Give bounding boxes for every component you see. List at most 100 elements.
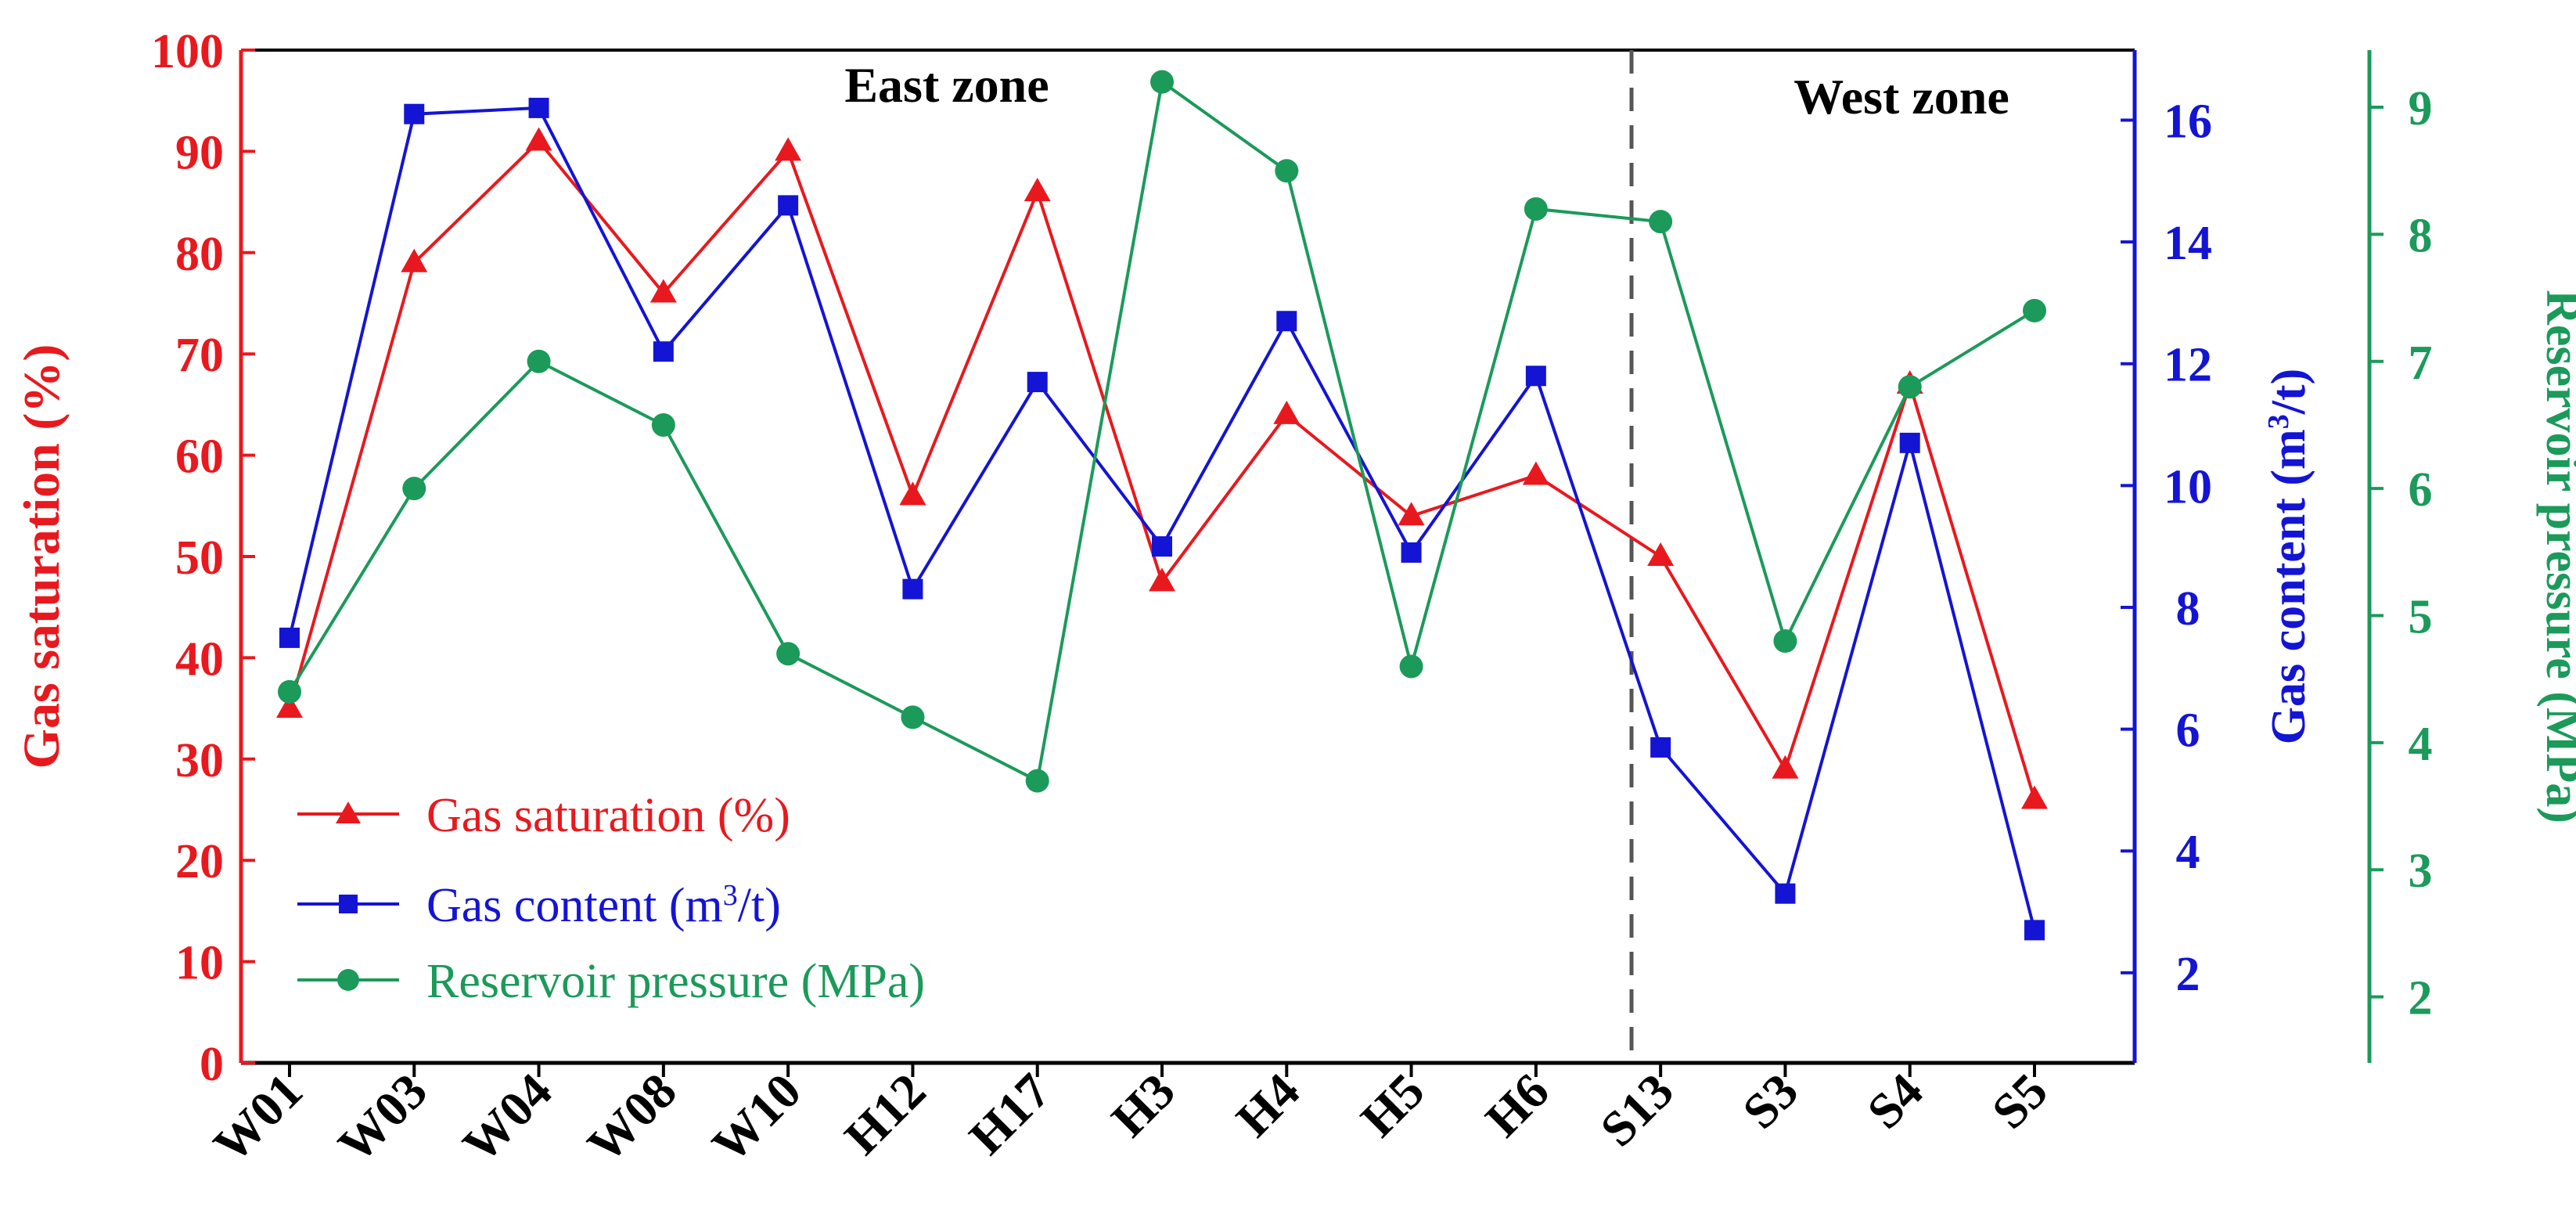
legend-item-content: Gas content (m3/t): [297, 879, 781, 932]
saturation-point: [1772, 755, 1799, 779]
legend-item-saturation: Gas saturation (%): [297, 789, 790, 842]
legend-circle-marker: [337, 969, 359, 991]
pressure-point: [2023, 298, 2046, 322]
gas-content-point: [1276, 311, 1297, 332]
pressure-point: [1898, 375, 1922, 399]
x-tick-label: W10: [701, 1063, 811, 1173]
pressure-point: [1399, 654, 1423, 679]
right1-tick-label: 2: [2176, 948, 2200, 1001]
gas-content-point: [1525, 366, 1546, 387]
saturation-point: [1522, 461, 1549, 485]
saturation-point: [276, 694, 303, 719]
pressure-point: [1524, 196, 1548, 221]
right1-title-main: Gas content (m: [2262, 429, 2315, 744]
series-line-circle: [288, 79, 2036, 783]
pressure-point: [278, 679, 301, 704]
x-tick-label: W04: [452, 1063, 563, 1173]
legend: Gas saturation (%) Gas content (m3/t) Re…: [297, 789, 925, 1008]
left-tick-label: 40: [175, 632, 224, 686]
saturation-point: [525, 127, 552, 151]
west-zone-label: West zone: [1793, 69, 2009, 124]
pressure-point: [1275, 159, 1299, 183]
left-axis-title: Gas saturation (%): [13, 344, 70, 769]
x-tick-label: W08: [577, 1063, 687, 1173]
right2-tick-label: 5: [2409, 590, 2433, 643]
gas-content-point: [1027, 372, 1048, 393]
right1-title-tail: /t): [2262, 369, 2315, 416]
pressure-point: [651, 412, 675, 437]
right1-title-sup: 3: [2262, 414, 2295, 429]
right2-tick-label: 7: [2409, 337, 2433, 390]
right1-tick-label: 8: [2176, 582, 2200, 636]
left-tick-label: 30: [175, 734, 224, 787]
left-tick-label: 100: [151, 25, 224, 78]
gas-content-point: [1401, 542, 1422, 563]
pressure-point: [402, 477, 426, 501]
left-tick-label: 10: [175, 937, 224, 990]
saturation-point: [1647, 542, 1675, 566]
pressure-point: [527, 349, 551, 373]
pressure-point: [776, 642, 801, 666]
saturation-point: [2021, 785, 2048, 809]
right1-tick-label: 12: [2164, 339, 2212, 392]
left-tick-label: 0: [200, 1038, 224, 1091]
left-tick-label: 90: [175, 126, 224, 179]
left-tick-label: 60: [175, 430, 224, 484]
saturation-point: [775, 137, 802, 161]
right1-tick-label: 16: [2164, 95, 2212, 148]
x-tick-label: H12: [834, 1063, 937, 1165]
saturation-point: [401, 248, 428, 272]
gas-content-point: [653, 341, 674, 362]
right1-tick-label: 6: [2176, 704, 2200, 758]
x-tick-label: S4: [1857, 1063, 1934, 1140]
right2-tick-label: 9: [2409, 82, 2433, 135]
right2-tick-label: 2: [2409, 972, 2433, 1025]
saturation-point: [1398, 502, 1425, 526]
saturation-point: [899, 481, 926, 506]
pressure-point: [901, 705, 925, 729]
gas-content-point: [1650, 737, 1671, 758]
gas-content-point: [2024, 920, 2045, 941]
x-tick-label: S3: [1732, 1063, 1808, 1140]
right2-tick-label: 3: [2409, 845, 2433, 898]
x-tick-label: H6: [1475, 1063, 1560, 1147]
right2-tick-label: 6: [2409, 463, 2433, 517]
x-tick-label: W03: [327, 1063, 437, 1173]
east-zone-label: East zone: [844, 57, 1049, 113]
saturation-point: [1149, 567, 1175, 592]
legend-text-pressure: Reservoir pressure (MPa): [426, 955, 925, 1008]
x-tick-label: H4: [1225, 1063, 1310, 1147]
saturation-point: [649, 279, 677, 303]
legend-text-content: Gas content (m3/t): [426, 879, 781, 932]
left-tick-label: 20: [175, 835, 224, 888]
x-tick-label: H17: [959, 1063, 1061, 1165]
right1-axis-title: Gas content (m3/t): [2262, 369, 2315, 744]
gas-content-point: [279, 627, 300, 648]
legend-text-saturation: Gas saturation (%): [426, 789, 790, 842]
right1-tick-label: 14: [2164, 217, 2212, 270]
legend-item-pressure: Reservoir pressure (MPa): [297, 955, 925, 1008]
right2-tick-label: 4: [2409, 718, 2433, 771]
legend-triangle-marker: [336, 801, 361, 823]
pressure-point: [1773, 629, 1797, 653]
saturation-point: [1273, 400, 1301, 424]
x-tick-label: H5: [1350, 1063, 1434, 1147]
gas-content-point: [1899, 432, 1920, 453]
gas-content-point: [1152, 536, 1172, 557]
right1-tick-label: 10: [2164, 460, 2212, 513]
x-tick-label: S5: [1981, 1063, 2058, 1140]
pressure-point: [1649, 210, 1673, 234]
x-tick-label: H3: [1101, 1063, 1185, 1147]
gas-content-point: [1775, 883, 1796, 904]
gas-content-point: [902, 578, 923, 600]
x-tick-label: S13: [1589, 1063, 1684, 1158]
right2-axis-title: Reservoir pressure (MPa): [2536, 290, 2576, 823]
pressure-point: [1025, 769, 1049, 793]
gas-content-point: [778, 195, 799, 216]
right1-tick-label: 4: [2176, 826, 2200, 879]
left-tick-label: 50: [175, 531, 224, 585]
saturation-point: [1024, 178, 1051, 202]
gas-content-point: [404, 103, 425, 124]
gas-content-point: [528, 97, 549, 118]
